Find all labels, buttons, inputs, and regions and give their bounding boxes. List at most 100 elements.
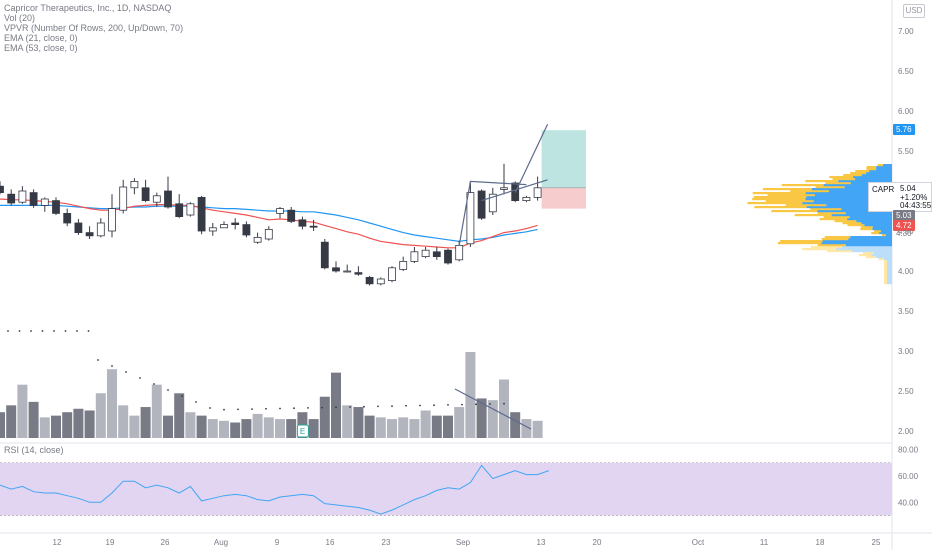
- vpvr-bar-up: [881, 234, 886, 237]
- price-tick-label: 4.50: [898, 227, 914, 236]
- volume-bar: [0, 412, 5, 438]
- candle-body: [410, 251, 419, 262]
- vpvr-bar-down: [848, 238, 892, 241]
- currency-badge[interactable]: USD: [903, 4, 925, 18]
- rsi-tick-label: 60.00: [898, 472, 919, 481]
- legend-vol: Vol (20): [4, 13, 36, 23]
- time-tick-label: 9: [275, 538, 280, 547]
- volume-bar: [129, 415, 140, 438]
- vol-ma-dot: [111, 365, 113, 367]
- vpvr-bar-up: [767, 194, 815, 197]
- profit-zone: [541, 130, 586, 188]
- vol-ma-dot: [363, 405, 365, 408]
- vpvr-bar-down: [851, 250, 892, 253]
- candle-body: [309, 225, 318, 228]
- candle-body: [477, 190, 486, 219]
- vpvr-bar-down: [883, 164, 892, 167]
- volume-bar: [364, 415, 375, 438]
- volume-bar: [174, 393, 185, 438]
- volume-bar: [17, 384, 28, 438]
- vpvr-bar-up: [860, 228, 873, 231]
- volume-bar: [331, 372, 341, 438]
- vpvr-bar-up: [850, 172, 867, 175]
- projection-line: [514, 123, 549, 193]
- vpvr-bar-down: [856, 220, 892, 223]
- vpvr-bar-down: [887, 260, 892, 263]
- price-tick-label: 6.50: [898, 67, 914, 76]
- vpvr-bar-down: [887, 278, 892, 281]
- vpvr-bar-down: [849, 216, 892, 219]
- vpvr-bar-up: [747, 202, 803, 205]
- target-price-tag: 5.76: [893, 124, 915, 135]
- volume-bar: [62, 412, 73, 438]
- candle-body: [52, 200, 60, 214]
- candle-body: [343, 270, 352, 273]
- ema53-line: [0, 204, 538, 243]
- vpvr-bar-up: [884, 282, 888, 285]
- time-tick-label: Sep: [456, 538, 471, 547]
- rsi-tick-label: 40.00: [898, 498, 919, 507]
- vpvr-bar-down: [805, 198, 892, 201]
- candle-body: [40, 198, 49, 206]
- candle-body: [242, 224, 251, 236]
- volume-bar: [443, 415, 453, 438]
- vpvr-bar-up: [810, 208, 842, 211]
- volume-trend-line: [454, 388, 532, 430]
- vpvr-bar-down: [823, 184, 892, 187]
- vol-ma-dot: [209, 407, 211, 409]
- candle-body: [0, 185, 4, 193]
- vpvr-bar-down: [872, 226, 892, 229]
- vol-ma-dot: [41, 330, 44, 332]
- rsi-band: [0, 462, 892, 516]
- time-tick-label: 23: [382, 538, 391, 547]
- vpvr-bar-up: [802, 248, 837, 251]
- vol-ma-dot: [18, 330, 21, 332]
- vpvr-bar-down: [813, 200, 892, 203]
- vol-ma-dot: [167, 389, 169, 391]
- vpvr-bar-down: [887, 264, 892, 267]
- vpvr-bar-down: [850, 236, 892, 239]
- volume-bar: [521, 419, 532, 438]
- candle-body: [175, 203, 184, 218]
- vpvr-bar-up: [884, 262, 888, 265]
- volume-bar: [196, 415, 207, 438]
- volume-bar: [252, 413, 263, 438]
- vpvr-bar-down: [864, 224, 892, 227]
- vpvr-bar-up: [884, 264, 888, 267]
- vpvr-bar-down: [838, 180, 892, 183]
- volume-bar: [409, 419, 420, 438]
- candle-body: [85, 232, 94, 237]
- vpvr-bar-up: [884, 270, 888, 273]
- vpvr-bar-up: [884, 274, 888, 277]
- vol-ma-dot: [181, 395, 183, 397]
- candle-body: [432, 251, 441, 258]
- volume-bar: [487, 400, 498, 438]
- candle-body: [96, 222, 105, 237]
- time-tick-label: 19: [106, 538, 115, 547]
- vpvr-bar-down: [814, 194, 892, 197]
- price-tick-label: 7.00: [898, 27, 914, 36]
- vpvr-bar-up: [878, 258, 884, 261]
- vol-ma-dot: [349, 406, 351, 408]
- candle-body: [208, 227, 217, 232]
- candle-body: [141, 187, 150, 202]
- volume-bar: [510, 412, 521, 438]
- flag-drawing: [458, 180, 527, 246]
- vpvr-bar-up: [771, 210, 818, 213]
- vol-ma-dot: [76, 330, 78, 332]
- vpvr-bar-down: [855, 178, 892, 181]
- time-tick-label: 18: [816, 538, 825, 547]
- volume-bar: [319, 396, 330, 438]
- vpvr-bar-up: [821, 238, 849, 241]
- symbol-price-box: CAPR 5.04 +1.20% 04:43:55: [868, 182, 932, 212]
- vpvr-bar-up: [866, 168, 877, 171]
- candle-body: [253, 236, 262, 243]
- vpvr-bar-down: [841, 208, 892, 211]
- ema21-line: [0, 198, 538, 249]
- vpvr-bar-up: [829, 176, 854, 179]
- vpvr-bar-up: [825, 182, 851, 185]
- vpvr-bar-down: [841, 246, 892, 249]
- vol-ma-dot: [251, 408, 253, 410]
- time-tick-label: 16: [326, 538, 335, 547]
